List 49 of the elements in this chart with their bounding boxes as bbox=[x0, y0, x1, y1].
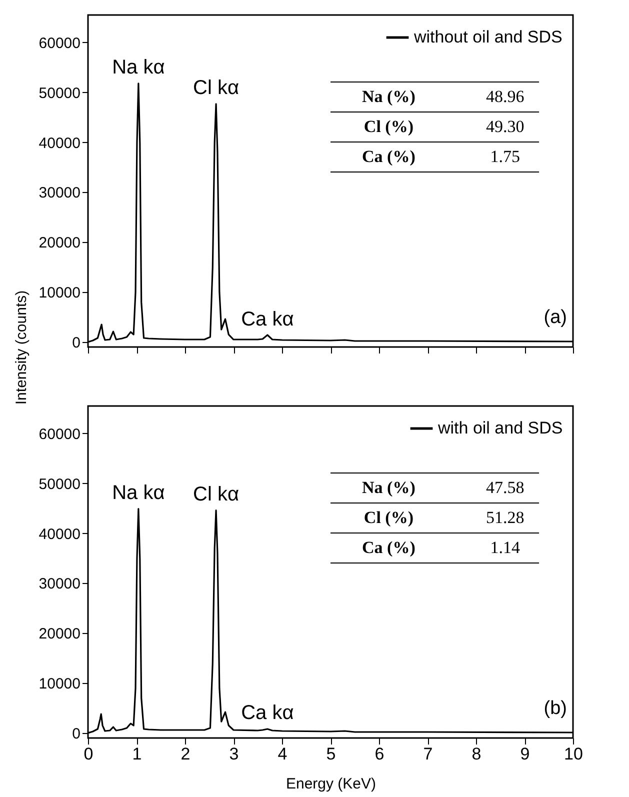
x-tick-label: 4 bbox=[278, 744, 288, 764]
annotation: Cl (%) bbox=[364, 508, 414, 527]
x-tick-label: 10 bbox=[564, 744, 583, 764]
x-tick-label: 0 bbox=[84, 744, 94, 764]
x-tick-label: 1 bbox=[132, 744, 142, 764]
legend-label: without oil and SDS bbox=[413, 28, 562, 46]
x-axis-title: Energy (KeV) bbox=[286, 776, 376, 792]
annotation: Na kα bbox=[112, 482, 165, 504]
x-tick-label: 6 bbox=[374, 744, 384, 764]
annotation: Cl kα bbox=[193, 76, 240, 99]
annotation: Ca (%) bbox=[362, 147, 416, 166]
annotation: (a) bbox=[544, 307, 567, 328]
annotation: Cl kα bbox=[193, 483, 240, 506]
annotation: Ca kα bbox=[241, 308, 294, 330]
annotation: Na kα bbox=[112, 56, 165, 78]
y-tick-label: 50000 bbox=[38, 84, 80, 102]
y-tick-label: 10000 bbox=[38, 676, 80, 693]
annotation: 48.96 bbox=[486, 87, 524, 106]
legend-label: with oil and SDS bbox=[437, 418, 563, 438]
annotation: Cl (%) bbox=[364, 117, 414, 136]
annotation: 47.58 bbox=[486, 478, 524, 497]
annotation: (b) bbox=[544, 698, 567, 719]
y-tick-label: 60000 bbox=[38, 426, 80, 443]
y-tick-label: 40000 bbox=[38, 134, 80, 152]
y-tick-label: 50000 bbox=[38, 476, 80, 493]
y-tick-label: 40000 bbox=[38, 526, 80, 543]
annotation: Na (%) bbox=[362, 87, 416, 106]
y-tick-label: 20000 bbox=[38, 234, 80, 252]
annotation: Ca (%) bbox=[362, 538, 416, 557]
y-tick-label: 0 bbox=[72, 726, 80, 743]
annotation: 1.75 bbox=[490, 147, 520, 166]
y-tick-label: 30000 bbox=[38, 576, 80, 593]
x-tick-label: 9 bbox=[520, 744, 530, 764]
x-tick-label: 5 bbox=[326, 744, 336, 764]
y-tick-label: 20000 bbox=[38, 626, 80, 643]
annotation: Ca kα bbox=[241, 702, 294, 724]
y-tick-label: 30000 bbox=[38, 184, 80, 202]
y-tick-label: 10000 bbox=[38, 284, 80, 302]
annotation: 49.30 bbox=[486, 117, 524, 136]
annotation: Na (%) bbox=[362, 478, 416, 497]
x-tick-label: 7 bbox=[423, 744, 433, 764]
x-tick-label: 2 bbox=[180, 744, 190, 764]
x-tick-label: 3 bbox=[229, 744, 239, 764]
y-tick-label: 0 bbox=[72, 334, 80, 352]
annotation: 51.28 bbox=[486, 508, 524, 527]
y-tick-label: 60000 bbox=[38, 34, 80, 52]
x-tick-label: 8 bbox=[472, 744, 482, 764]
annotation: 1.14 bbox=[490, 538, 520, 557]
y-axis-title: Intensity (counts) bbox=[12, 290, 30, 405]
